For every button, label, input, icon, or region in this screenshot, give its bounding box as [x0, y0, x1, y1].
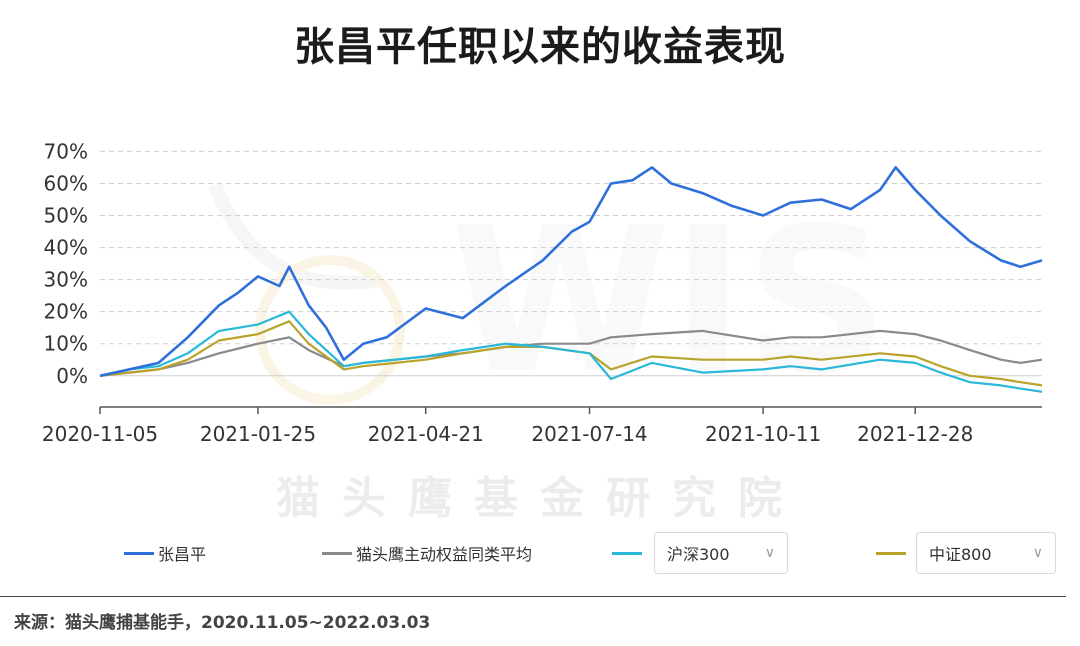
legend-swatch-icon [124, 551, 154, 555]
legend-label-peer: 猫头鹰主动权益同类平均 [356, 545, 533, 564]
hs300-select-label: 沪深300 [667, 545, 730, 564]
y-tick-label: 0% [56, 364, 88, 388]
y-axis-ticks: 0% 10% 20% 30% 40% 50% 60% 70% [44, 139, 88, 387]
y-tick-label: 20% [44, 300, 88, 324]
series-line-hs300 [99, 310, 1043, 393]
watermark-logo-icon: WIS [208, 182, 889, 418]
legend-swatch-icon [322, 551, 352, 555]
y-tick-label: 30% [44, 268, 88, 292]
hs300-select[interactable]: 沪深300 ∨ [654, 532, 788, 574]
x-axis-ticks: 2020-11-05 2021-01-25 2021-04-21 2021-07-14… [42, 407, 973, 446]
legend-item-peer[interactable]: 猫头鹰主动权益同类平均 [322, 541, 532, 565]
legend-item-zz800[interactable] [876, 541, 910, 565]
legend-swatch-icon [612, 551, 642, 555]
x-tick-label: 2021-04-21 [368, 422, 484, 446]
watermark-text: 猫头鹰基金研究院 [276, 473, 804, 524]
svg-text:WIS: WIS [450, 185, 889, 418]
y-tick-label: 70% [44, 139, 88, 163]
legend-label-zhang: 张昌平 [158, 545, 207, 564]
source-note: 来源：猫头鹰捕基能手，2020.11.05~2022.03.03 [14, 613, 431, 633]
chevron-down-icon: ∨ [764, 545, 775, 561]
y-tick-label: 10% [44, 332, 88, 356]
x-tick-label: 2021-01-25 [200, 422, 316, 446]
zz800-select[interactable]: 中证800 ∨ [916, 532, 1056, 574]
footer-divider [0, 596, 1066, 597]
legend-item-zhang[interactable]: 张昌平 [124, 541, 206, 565]
series-layer [99, 166, 1043, 393]
y-tick-label: 40% [44, 236, 88, 260]
series-line-peer [99, 329, 1043, 377]
line-chart: WIS 0%10%20%30%40%50%60%70% 2020-11-05 20… [42, 139, 1043, 446]
x-tick-label: 2021-07-14 [531, 422, 647, 446]
y-tick-label: 50% [44, 204, 88, 228]
zz800-select-label: 中证800 [929, 545, 992, 564]
x-tick-label: 2020-11-05 [42, 422, 158, 446]
chart-title: 张昌平任职以来的收益表现 [294, 24, 786, 70]
legend-item-hs300[interactable] [612, 541, 646, 565]
chevron-down-icon: ∨ [1032, 545, 1043, 561]
legend-swatch-icon [876, 551, 906, 555]
series-line-zhang [99, 166, 1043, 378]
x-tick-label: 2021-10-11 [705, 422, 821, 446]
y-tick-label: 60% [44, 171, 88, 195]
x-tick-label: 2021-12-28 [857, 422, 973, 446]
